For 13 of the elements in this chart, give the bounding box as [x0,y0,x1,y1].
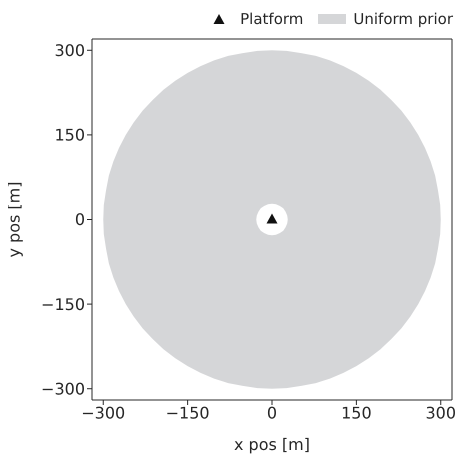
y-tick-label: −300 [41,379,85,398]
x-tick-label: −300 [81,403,126,422]
y-tick-label: 0 [74,210,85,230]
x-tick-label: 0 [266,403,278,422]
x-axis-title: x pos [m] [234,435,310,454]
y-tick-label: 300 [54,40,85,60]
legend-label: Platform [240,10,304,28]
legend-label: Uniform prior [353,10,453,28]
y-tick-label: −150 [41,294,85,314]
y-tick-label: 150 [54,126,85,145]
x-tick-label: 150 [341,403,372,422]
x-tick-label: −150 [166,403,210,422]
x-tick-label: 300 [425,403,456,422]
